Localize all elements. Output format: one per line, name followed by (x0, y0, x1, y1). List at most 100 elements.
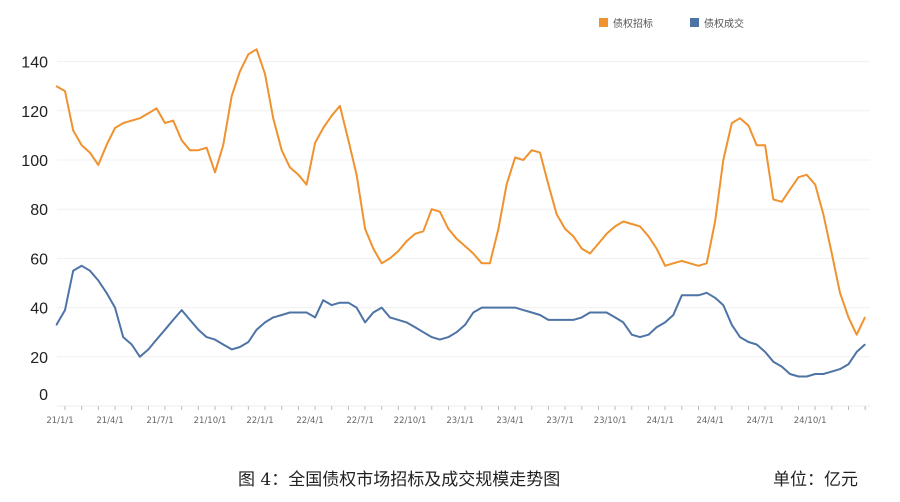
data-point (639, 336, 641, 338)
data-point (530, 149, 533, 151)
data-point (464, 245, 466, 247)
data-point (422, 230, 425, 233)
data-point (672, 314, 675, 316)
data-point (772, 198, 775, 201)
data-point (122, 336, 125, 338)
data-point (272, 117, 275, 119)
data-point (614, 225, 616, 228)
data-point (405, 240, 408, 242)
data-point (497, 306, 500, 309)
data-point (80, 264, 83, 267)
data-point (230, 348, 233, 351)
data-point (530, 311, 533, 314)
data-point (239, 346, 241, 348)
data-point (155, 107, 158, 110)
data-point (89, 269, 91, 272)
y-axis: 0 20 40 60 80 100 120 140 (21, 55, 48, 404)
data-point (814, 373, 816, 375)
data-point (714, 296, 716, 299)
y-tick-label: 20 (30, 350, 48, 367)
data-point (605, 233, 608, 235)
data-point (472, 252, 475, 255)
data-point (480, 262, 483, 265)
data-point (847, 316, 850, 319)
y-tick-label: 60 (30, 251, 48, 268)
data-point (747, 124, 750, 127)
x-tick-label: 24/10/1 (794, 416, 827, 426)
data-point (822, 213, 825, 215)
data-point (230, 95, 233, 97)
data-point (580, 316, 583, 319)
data-point (130, 119, 133, 122)
data-point (589, 252, 591, 255)
data-point (680, 294, 683, 297)
data-point (789, 373, 791, 375)
data-point (580, 247, 583, 250)
x-tick-label: 22/1/1 (246, 416, 273, 426)
data-point (489, 306, 491, 309)
legend: 债权招标 债权成交 (599, 17, 744, 30)
data-point (205, 336, 208, 338)
data-point (114, 127, 116, 129)
data-point (555, 213, 558, 215)
data-point (755, 144, 758, 147)
data-point (855, 351, 858, 353)
data-point (339, 301, 341, 304)
data-point (797, 375, 800, 378)
data-point (380, 306, 383, 309)
data-point (314, 141, 316, 144)
data-point (389, 257, 391, 260)
x-tick-label: 23/10/1 (594, 416, 627, 426)
data-point (564, 228, 566, 230)
data-point (614, 316, 616, 319)
legend-label-deal: 债权成交 (704, 17, 744, 30)
data-point (655, 326, 658, 329)
data-point (214, 171, 216, 174)
data-point (555, 319, 558, 321)
data-point (97, 164, 100, 166)
data-point (280, 149, 283, 151)
data-point (330, 304, 333, 306)
data-point (731, 324, 733, 326)
data-point (139, 356, 141, 358)
figure-caption: 图 4：全国债权市场招标及成交规模走势图 (238, 470, 560, 490)
data-point (289, 311, 291, 314)
data-point (322, 299, 325, 302)
x-tick-label: 21/7/1 (146, 416, 173, 426)
data-point (705, 292, 708, 294)
data-point (330, 114, 333, 117)
data-point (264, 73, 266, 75)
legend-label-bid: 债权招标 (613, 17, 653, 30)
data-point (522, 309, 525, 311)
data-point (455, 237, 458, 240)
data-point (864, 343, 866, 346)
data-point (864, 316, 866, 319)
data-point (789, 188, 791, 191)
data-point (739, 117, 741, 119)
data-point (497, 228, 500, 230)
data-point (139, 117, 141, 119)
data-point (105, 292, 108, 294)
data-point (472, 311, 475, 314)
data-point (689, 294, 691, 297)
data-point (280, 314, 283, 316)
data-point (589, 311, 591, 314)
data-point (364, 321, 366, 324)
data-point (522, 159, 525, 161)
data-point (597, 311, 600, 314)
data-point (55, 85, 58, 87)
data-point (297, 311, 300, 314)
x-tick-label: 24/4/1 (696, 416, 723, 426)
data-point (355, 306, 358, 309)
y-tick-label: 120 (21, 104, 48, 121)
data-point (547, 319, 550, 321)
data-point (355, 173, 358, 176)
data-point (655, 247, 658, 250)
data-point (164, 328, 166, 331)
data-point (197, 328, 200, 331)
data-point (572, 235, 575, 238)
y-tick-label: 100 (21, 153, 48, 170)
data-point (647, 333, 650, 336)
data-point (505, 306, 508, 309)
